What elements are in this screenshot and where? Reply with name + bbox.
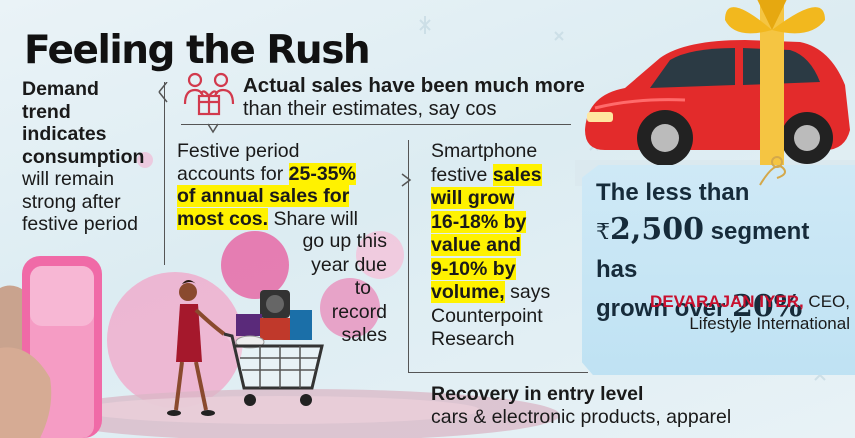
festive-line: record xyxy=(331,300,387,323)
demand-bold-line: indicates xyxy=(22,123,107,145)
festive-line: most cos. Share will xyxy=(177,207,387,231)
demand-bold-line: trend xyxy=(22,100,71,123)
festive-text: Share will xyxy=(268,207,358,230)
smartphone-line: volume, says xyxy=(431,281,581,305)
people-gift-icon xyxy=(183,72,235,116)
smartphone-highlight: 9-10% by xyxy=(431,257,516,280)
festive-tail-text: go up this year due to record sales xyxy=(285,230,387,348)
demand-line: strong after xyxy=(22,190,121,213)
tag-string xyxy=(759,156,786,186)
divider-horizontal-bottom xyxy=(408,372,588,373)
festive-highlight: of annual sales for xyxy=(177,185,350,207)
smartphone-line: Research xyxy=(431,328,515,350)
festive-line: sales xyxy=(341,324,387,346)
quote-tag xyxy=(582,165,855,375)
festive-line: go up this xyxy=(302,230,387,252)
stat-line: The less than xyxy=(596,179,750,206)
stat-percent: 20% xyxy=(732,289,803,324)
sales-heading: Actual sales have been much more than th… xyxy=(243,74,603,121)
smartphone-text: says xyxy=(504,281,551,303)
demand-line: festive period xyxy=(22,213,138,235)
divider-vertical-mid xyxy=(408,140,409,372)
smartphone-highlight: volume, xyxy=(431,281,505,303)
connector-arrows xyxy=(158,82,412,187)
demand-bold-line: consumption xyxy=(22,145,145,168)
speaker-company: Lifestyle International xyxy=(689,314,850,333)
speaker-role: CEO, xyxy=(803,292,850,311)
smartphone-highlight: sales xyxy=(492,163,542,186)
headline: Feeling the Rush xyxy=(24,28,371,73)
recovery-bold: Recovery in entry level xyxy=(431,383,644,405)
smartphone-highlight: value and xyxy=(431,234,521,256)
smartphone-line: 9-10% by xyxy=(431,257,581,282)
festive-line: to xyxy=(354,277,371,299)
divider-horizontal-top xyxy=(181,124,571,125)
smartphone-line: Smartphone xyxy=(431,140,538,162)
demand-line: will remain xyxy=(22,168,115,190)
sales-rest: than their estimates, say cos xyxy=(243,97,497,120)
festive-line: accounts for 25-35% xyxy=(177,162,387,186)
stat-line: ₹2,500 segment has xyxy=(596,211,851,288)
smartphone-line: value and xyxy=(431,234,581,258)
sales-bold: Actual sales have been much more xyxy=(243,74,585,97)
stat-text: grown over xyxy=(596,295,733,322)
stat-text: segment has xyxy=(596,218,810,283)
stat-line: grown over 20% xyxy=(596,288,851,327)
segment-stat-quote: The less than ₹2,500 segment has grown o… xyxy=(596,174,851,327)
festive-text: accounts for xyxy=(177,162,289,185)
speaker-name: DEVARAJAN IYER, xyxy=(650,292,804,311)
festive-line: Festive period xyxy=(177,140,300,162)
smartphone-line: will grow xyxy=(431,187,581,211)
demand-trend-text: Demand trend indicates consumption will … xyxy=(22,78,172,236)
festive-highlight: most cos. xyxy=(177,207,269,230)
stat-amount: 2,500 xyxy=(610,212,704,247)
recovery-text: Recovery in entry level cars & electroni… xyxy=(431,383,851,429)
smartphone-highlight: will grow xyxy=(431,187,515,209)
rupee-symbol: ₹ xyxy=(596,220,610,245)
speaker-line: DEVARAJAN IYER, CEO, xyxy=(610,291,850,313)
speaker-attribution: DEVARAJAN IYER, CEO, Lifestyle Internati… xyxy=(610,291,850,335)
smartphone-text: festive xyxy=(431,163,493,186)
smartphone-illustration xyxy=(0,256,102,438)
demand-bold-line: Demand xyxy=(22,78,99,100)
divider-vertical-left xyxy=(164,82,165,265)
smartphone-line: Counterpoint xyxy=(431,304,543,327)
smartphone-line: festive sales xyxy=(431,163,581,188)
recovery-rest: cars & electronic products, apparel xyxy=(431,406,732,428)
smartphone-sales-text: Smartphone festive sales will grow 16-18… xyxy=(431,140,581,352)
festive-line: year due xyxy=(311,253,387,276)
smartphone-line: 16-18% by xyxy=(431,210,581,235)
festive-line: of annual sales for xyxy=(177,185,387,208)
shopping-cart-illustration xyxy=(167,280,324,416)
festive-highlight: 25-35% xyxy=(288,162,356,185)
festive-period-text: Festive period accounts for 25-35% of an… xyxy=(177,140,387,230)
smartphone-highlight: 16-18% by xyxy=(431,210,527,233)
